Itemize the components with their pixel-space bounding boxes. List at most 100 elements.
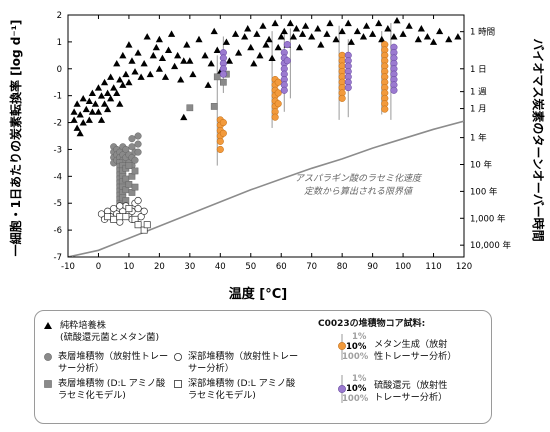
x-tick-label: -10 [61,262,75,272]
pure-culture-point [247,43,255,51]
surface-dl-point [210,103,218,110]
x-axis-label: 温度 [°C] [229,286,287,302]
pure-culture-point [94,108,103,115]
pure-culture-point [347,38,355,45]
pure-culture-point [119,51,127,59]
pure-culture-point [253,30,261,37]
x-tick-label: 40 [215,262,226,272]
x-tick-label: 30 [184,262,195,272]
pure-culture-point [164,46,173,53]
x-tick-label: 100 [395,262,411,272]
legend-pct-100-a: 100% [342,352,369,362]
pure-culture-point [128,57,136,64]
x-tick-label: 110 [425,262,441,272]
pure-culture-point [231,30,240,37]
pure-culture-point [158,54,167,62]
deep-tracer-point [110,204,118,213]
methanogenesis-point [274,78,282,86]
pure-culture-point [110,84,118,91]
deep-tracer-point [134,196,142,205]
pure-culture-point [399,30,407,37]
pure-culture-point [268,54,276,62]
y-tick-label: -2 [54,119,62,129]
pure-culture-point [146,70,154,78]
right-tick-label: 1 年 [470,133,487,144]
pure-culture-point [88,108,96,115]
pure-culture-point [88,89,96,96]
methanogenesis-point [216,145,224,153]
legend-surface-tracer: 表層堆積物（放射性トレー サー分析） [58,351,169,374]
pure-culture-point [201,51,209,59]
methanogenesis-point [271,113,279,121]
pure-culture-point [378,35,386,43]
pure-culture-point [104,89,112,96]
right-tick-label: 1 時間 [470,28,495,38]
pure-culture-point [308,33,316,40]
pure-culture-point [338,27,346,35]
surface-tracer-point [131,156,139,164]
pure-culture-point [390,33,398,40]
chart: -10 0 10 20 30 40 50 60 70 80 90 100 110 120-7-6-5-4-… [8,11,546,302]
pure-culture-point [295,43,304,51]
y-axis-label-right: バイオマス炭素のターンオーバー時間 [531,38,546,241]
pure-culture-point [104,105,112,113]
legend-grey-square-marker [44,380,52,388]
sulfate-reduction-point [280,86,288,94]
pure-culture-point [393,16,401,24]
pure-culture-point [183,41,191,48]
pure-culture-point [405,22,413,29]
pure-culture-point [225,57,234,64]
sulfate-reduction-point [283,41,291,49]
pure-culture-point [82,105,90,113]
x-tick-label: 60 [276,262,287,272]
pure-culture-point [97,92,106,99]
pure-culture-point [155,35,163,43]
x-tick-label: 90 [367,262,378,272]
pure-culture-point [186,57,194,64]
pure-culture-point [76,111,84,118]
legend-deep-tracer: 深部堆積物（放射性トレー サー分析） [188,351,299,374]
pure-culture-point [277,33,285,40]
surface-tracer-point [128,143,136,151]
pure-culture-point [353,27,361,35]
legend-white-square-marker [174,380,182,388]
pure-culture-point [362,22,371,29]
pure-culture-point [417,25,425,32]
surface-dl-point [186,104,194,112]
methanogenesis-point [274,89,282,97]
y-tick-label: -7 [54,253,62,263]
pure-culture-point [298,30,307,37]
pure-culture-point [302,22,310,29]
deep-tracer-point [116,202,124,210]
pure-culture-point [119,81,127,88]
pure-culture-point [167,30,176,37]
pure-culture-point [171,62,179,70]
pure-culture-point [73,100,81,107]
deep-tracer-point [134,204,142,213]
pure-culture-point [79,94,87,102]
pure-culture-point [256,51,264,59]
x-tick-label: 20 [154,262,165,272]
y-tick-label: -3 [54,145,62,155]
pure-culture-point [454,33,462,40]
pure-culture-point [259,22,267,29]
y-tick-label: -1 [54,92,62,102]
pure-culture-point [155,65,163,72]
x-tick-label: 120 [456,262,472,272]
pure-culture-point [271,19,279,27]
pure-culture-point [429,38,438,45]
pure-culture-point [241,33,249,40]
right-tick-label: 1,000 年 [470,213,506,224]
pure-culture-point [76,129,84,137]
pure-culture-point [359,33,368,40]
pure-culture-point [204,81,212,88]
axes: -10 0 10 20 30 40 50 60 70 80 90 100 110 120-7-6-5-4-… [54,11,512,272]
x-tick-label: 0 [96,262,101,272]
x-tick-label: 70 [306,262,317,272]
pure-culture-point [323,30,331,37]
pure-culture-point [195,35,203,43]
pure-culture-point [436,27,444,35]
x-tick-label: 80 [337,262,348,272]
pure-culture-point [222,38,230,45]
surface-dl-point [213,73,221,81]
